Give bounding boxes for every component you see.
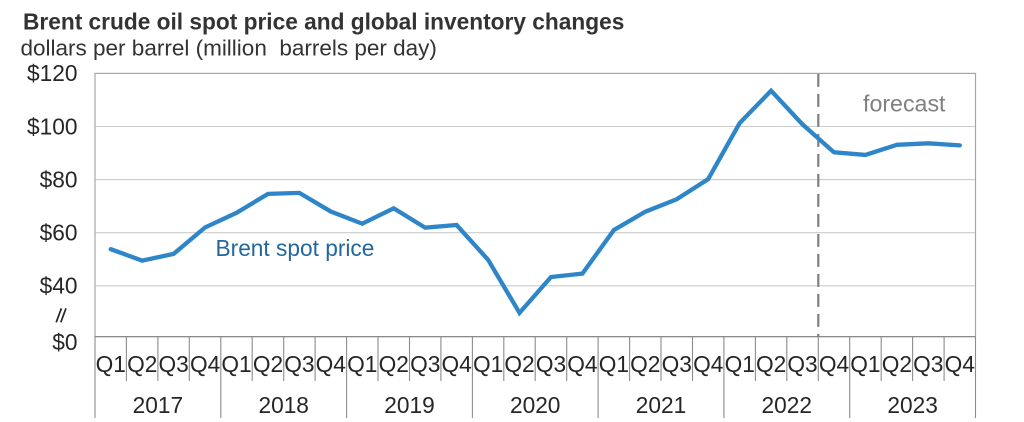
svg-text:Brent crude oil spot price and: Brent crude oil spot price and global in… — [23, 9, 624, 35]
svg-text:Q4: Q4 — [190, 351, 220, 377]
svg-text:Q2: Q2 — [756, 351, 786, 377]
svg-text:$40: $40 — [40, 273, 78, 299]
svg-text:Q3: Q3 — [536, 351, 566, 377]
svg-text:Q3: Q3 — [662, 351, 692, 377]
svg-text:dollars per barrel (million b: dollars per barrel (million barrels per … — [21, 35, 437, 60]
svg-text:Q1: Q1 — [96, 351, 126, 377]
svg-text:$120: $120 — [27, 60, 77, 86]
svg-text:Q4: Q4 — [819, 351, 849, 377]
svg-text:$100: $100 — [27, 113, 77, 139]
svg-text:Q2: Q2 — [253, 351, 283, 377]
svg-text:Q2: Q2 — [127, 351, 157, 377]
svg-text:Q3: Q3 — [787, 351, 817, 377]
svg-text:Q1: Q1 — [473, 351, 503, 377]
svg-text:$80: $80 — [40, 166, 78, 192]
svg-text:Q4: Q4 — [945, 351, 975, 377]
svg-text:Q2: Q2 — [504, 351, 534, 377]
svg-text:2018: 2018 — [258, 392, 308, 418]
svg-text:Q4: Q4 — [693, 351, 723, 377]
svg-text:Brent spot price: Brent spot price — [216, 235, 375, 261]
svg-text:forecast: forecast — [863, 91, 946, 117]
svg-text:2023: 2023 — [887, 392, 937, 418]
svg-text:2022: 2022 — [762, 392, 812, 418]
svg-text:Q3: Q3 — [284, 351, 314, 377]
svg-text:2019: 2019 — [384, 392, 434, 418]
svg-text:Q4: Q4 — [567, 351, 597, 377]
svg-text:2020: 2020 — [510, 392, 560, 418]
svg-text:Q1: Q1 — [347, 351, 377, 377]
svg-text:Q1: Q1 — [850, 351, 880, 377]
svg-text:Q1: Q1 — [725, 351, 755, 377]
svg-text:2017: 2017 — [133, 392, 183, 418]
svg-text:2021: 2021 — [636, 392, 686, 418]
svg-text:Q1: Q1 — [221, 351, 251, 377]
svg-text:Q3: Q3 — [913, 351, 943, 377]
svg-text:Q4: Q4 — [441, 351, 471, 377]
svg-text:Q2: Q2 — [630, 351, 660, 377]
svg-text:$60: $60 — [40, 220, 78, 246]
svg-text:Q2: Q2 — [379, 351, 409, 377]
svg-text:Q4: Q4 — [316, 351, 346, 377]
svg-text:Q3: Q3 — [158, 351, 188, 377]
svg-text:Q3: Q3 — [410, 351, 440, 377]
svg-text:Q1: Q1 — [599, 351, 629, 377]
svg-text:Q2: Q2 — [882, 351, 912, 377]
svg-text:$0: $0 — [52, 329, 77, 355]
